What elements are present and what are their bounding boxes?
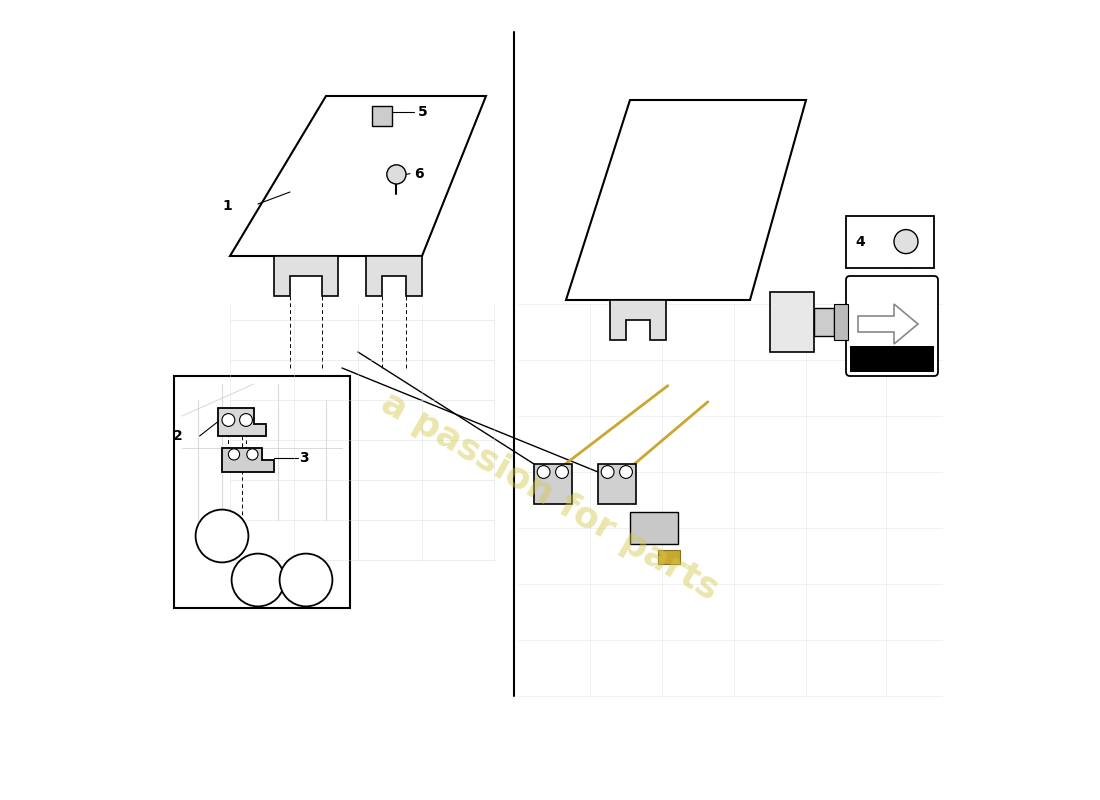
Text: 4: 4	[856, 234, 866, 249]
Circle shape	[537, 466, 550, 478]
Circle shape	[222, 414, 234, 426]
Circle shape	[232, 554, 285, 606]
Polygon shape	[222, 448, 274, 472]
Bar	[373, 106, 392, 126]
Bar	[534, 464, 572, 504]
Bar	[598, 464, 637, 504]
Polygon shape	[274, 256, 338, 296]
Circle shape	[602, 466, 614, 478]
Polygon shape	[366, 256, 422, 296]
Circle shape	[894, 230, 918, 254]
Bar	[850, 346, 934, 372]
Text: 2: 2	[173, 429, 183, 443]
Text: 1: 1	[222, 198, 232, 213]
Bar	[770, 292, 814, 352]
Text: 119 01: 119 01	[865, 352, 918, 366]
Polygon shape	[610, 300, 665, 340]
Circle shape	[196, 510, 249, 562]
Circle shape	[387, 165, 406, 184]
Circle shape	[619, 466, 632, 478]
Circle shape	[246, 449, 258, 460]
FancyBboxPatch shape	[846, 276, 938, 376]
Text: 3: 3	[299, 451, 309, 466]
Polygon shape	[218, 408, 266, 436]
Circle shape	[229, 449, 240, 460]
Bar	[630, 512, 678, 544]
Polygon shape	[858, 304, 918, 344]
Text: a passion for parts: a passion for parts	[375, 386, 725, 606]
Text: 4: 4	[253, 573, 263, 587]
Text: 6: 6	[414, 166, 424, 181]
Text: 4: 4	[217, 529, 227, 543]
Bar	[174, 376, 350, 608]
Circle shape	[279, 554, 332, 606]
Bar	[846, 216, 934, 268]
Text: 5: 5	[418, 105, 428, 119]
Circle shape	[556, 466, 569, 478]
Bar	[834, 304, 848, 340]
Bar	[658, 550, 681, 564]
Bar	[814, 308, 834, 336]
Circle shape	[240, 414, 252, 426]
Text: 4: 4	[301, 573, 311, 587]
